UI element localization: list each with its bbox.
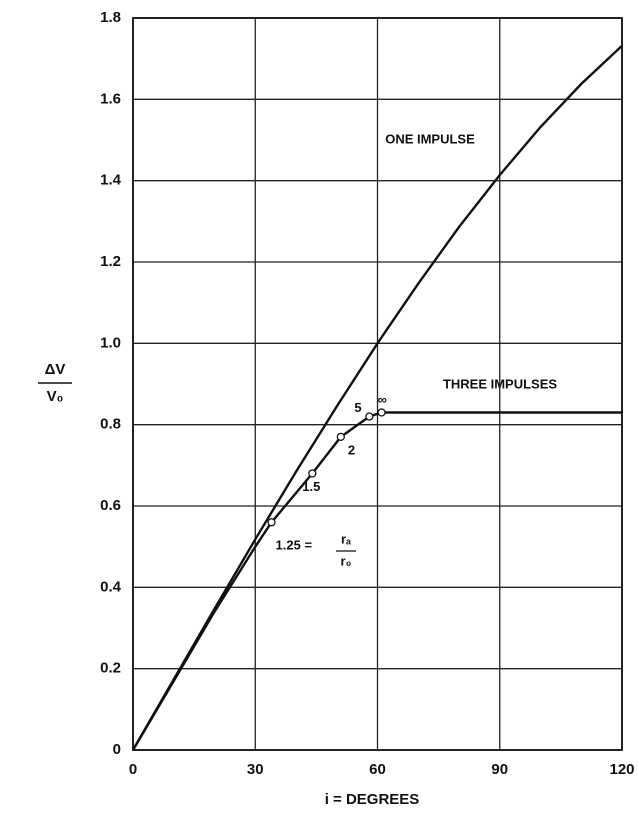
- ratio-denominator: r₀: [341, 553, 352, 568]
- marker: [365, 412, 374, 421]
- y-tick-label: 1.8: [100, 9, 121, 26]
- x-label: i = DEGREES: [325, 791, 420, 808]
- marker: [377, 408, 386, 417]
- marker-label: 5: [354, 400, 361, 415]
- x-tick-label: 30: [247, 761, 264, 778]
- y-label-denominator: V₀: [47, 388, 64, 405]
- marker-label: 1.25 =: [276, 538, 313, 553]
- marker: [267, 518, 276, 527]
- y-tick-label: 0.4: [100, 578, 122, 595]
- marker: [336, 432, 345, 442]
- x-tick-label: 90: [491, 761, 508, 778]
- series-label: ONE IMPULSE: [385, 131, 475, 146]
- plot-frame: [132, 17, 623, 751]
- y-tick-label: 1.6: [100, 90, 121, 107]
- x-tick-label: 0: [129, 761, 137, 778]
- x-tick-label: 120: [609, 761, 634, 778]
- series-line: [131, 44, 623, 751]
- marker: [308, 469, 317, 478]
- y-tick-label: 1.4: [100, 172, 122, 189]
- y-label-numerator: ΔV: [45, 361, 66, 378]
- y-tick-label: 1.0: [100, 334, 121, 351]
- ratio-numerator: rₐ: [341, 531, 351, 546]
- x-tick-label: 60: [369, 761, 386, 778]
- marker-label: 1.5: [302, 479, 320, 494]
- y-tick-label: 0: [113, 741, 121, 758]
- y-tick-label: 1.2: [100, 253, 121, 270]
- marker-label: 2: [348, 442, 355, 457]
- y-tick-label: 0.6: [100, 497, 121, 514]
- marker-label: ∞: [378, 392, 387, 407]
- y-tick-label: 0.2: [100, 660, 121, 677]
- y-tick-label: 0.8: [100, 416, 121, 433]
